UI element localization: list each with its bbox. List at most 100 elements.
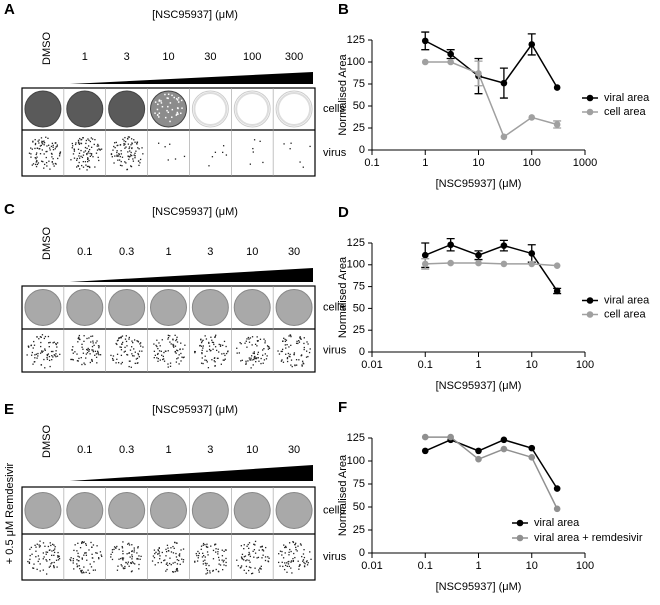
virus-speckle (51, 142, 54, 145)
virus-speckle (163, 360, 166, 362)
virus-speckle (53, 165, 55, 167)
virus-speckle (263, 338, 265, 340)
virus-speckle (172, 545, 174, 548)
virus-speckle (133, 339, 136, 341)
virus-speckle (202, 345, 204, 347)
virus-speckle (137, 354, 140, 356)
virus-speckle (38, 546, 41, 548)
virus-speckle (71, 349, 74, 351)
virus-speckle (123, 567, 125, 570)
virus-speckle (94, 166, 96, 168)
virus-speckle (158, 547, 160, 549)
virus-speckle (50, 145, 53, 148)
virus-speckle (45, 136, 47, 138)
virus-speckle (128, 338, 130, 340)
virus-speckle (134, 362, 136, 365)
well-texture (176, 113, 178, 116)
virus-speckle (243, 544, 245, 546)
data-point (421, 251, 429, 259)
virus-speckle (55, 350, 57, 352)
virus-speckle (39, 570, 41, 572)
virus-speckle (128, 360, 131, 362)
virus-speckle (122, 557, 125, 559)
y-tick-label: 50 (353, 100, 365, 112)
virus-speckle (298, 565, 300, 568)
virus-speckle (86, 559, 88, 561)
virus-speckle (154, 354, 156, 357)
virus-speckle (176, 570, 178, 572)
virus-speckle (40, 341, 42, 344)
virus-speckle (32, 347, 34, 349)
virus-speckle (302, 166, 304, 168)
virus-speckle (90, 146, 93, 148)
y-tick-label: 0 (359, 144, 365, 156)
virus-speckle (284, 552, 286, 554)
virus-speckle (90, 341, 92, 343)
cell-well (24, 492, 62, 529)
virus-speckle (132, 562, 135, 564)
virus-speckle (131, 570, 133, 572)
virus-speckle (223, 352, 225, 355)
virus-speckle (124, 338, 127, 340)
y-tick-label: 0 (359, 547, 365, 559)
virus-speckle (248, 357, 250, 359)
virus-speckle (246, 559, 248, 561)
virus-speckle (91, 349, 93, 351)
virus-speckle (46, 165, 48, 167)
virus-speckle (94, 139, 96, 141)
virus-speckle (301, 365, 303, 367)
virus-speckle (132, 341, 134, 344)
dose-label: 1 (165, 444, 171, 456)
well-texture (180, 112, 182, 115)
virus-speckle (309, 348, 311, 350)
virus-speckle (82, 571, 85, 573)
virus-speckle (52, 350, 54, 353)
virus-speckle (283, 568, 286, 571)
virus-speckle (206, 562, 208, 565)
virus-speckle (153, 549, 156, 551)
virus-speckle (215, 551, 217, 553)
virus-speckle (31, 148, 33, 150)
virus-speckle (204, 335, 206, 337)
y-tick-label: 50 (353, 302, 365, 314)
virus-speckle (83, 541, 85, 543)
virus-speckle (123, 144, 125, 146)
cell-well (108, 90, 146, 128)
virus-speckle (97, 351, 99, 353)
virus-speckle (72, 145, 74, 147)
x-axis-label: [NSC95937] (μM) (436, 380, 522, 392)
virus-speckle (239, 341, 241, 344)
virus-speckle (214, 357, 216, 359)
virus-speckle (86, 147, 88, 150)
virus-speckle (85, 571, 87, 574)
virus-speckle (38, 338, 40, 340)
virus-speckle (121, 547, 124, 549)
virus-speckle (76, 559, 78, 561)
virus-speckle (80, 155, 82, 157)
virus-speckle (259, 338, 262, 340)
virus-speckle (136, 558, 138, 560)
virus-speckle (72, 352, 74, 354)
cell-well (150, 492, 187, 529)
virus-speckle (115, 362, 117, 364)
virus-speckle (33, 340, 35, 343)
virus-speckle (43, 556, 45, 558)
virus-speckle (52, 543, 54, 546)
virus-speckle (92, 557, 94, 559)
virus-speckle (95, 356, 98, 358)
virus-speckle (152, 555, 155, 557)
virus-speckle (164, 559, 166, 561)
virus-speckle (292, 560, 295, 562)
panel-letter: F (338, 399, 347, 416)
virus-speckle (110, 153, 113, 156)
x-tick-label: 10 (472, 157, 484, 169)
virus-speckle (286, 357, 289, 360)
virus-speckle (113, 142, 116, 144)
virus-speckle (157, 352, 159, 355)
virus-speckle (290, 550, 292, 553)
virus-speckle (164, 350, 167, 352)
well-texture (166, 97, 169, 99)
series-line (424, 40, 558, 88)
virus-speckle (136, 141, 139, 143)
virus-speckle (247, 360, 249, 362)
